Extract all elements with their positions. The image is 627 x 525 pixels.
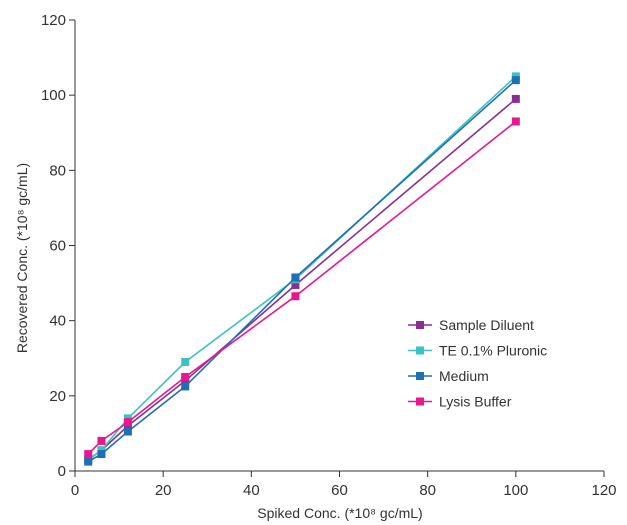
data-point-medium bbox=[84, 457, 93, 466]
y-tick-label: 100 bbox=[41, 87, 66, 104]
y-tick-label: 60 bbox=[49, 238, 66, 255]
data-point-medium bbox=[123, 427, 132, 436]
data-point-te-0-1-pluronic bbox=[181, 358, 190, 367]
y-tick-label: 80 bbox=[49, 162, 66, 179]
y-tick-label: 0 bbox=[58, 463, 66, 480]
data-point-lysis-buffer bbox=[84, 450, 93, 459]
x-tick-label: 100 bbox=[503, 482, 528, 499]
y-tick-label: 40 bbox=[49, 313, 66, 330]
y-tick-label: 20 bbox=[49, 388, 66, 405]
axes: 0 20 40 60 80 100 120 0 20 40 60 80 100 120 bbox=[41, 12, 617, 499]
legend-marker-medium bbox=[416, 372, 424, 380]
x-axis-title: Spiked Conc. (*10⁸ gc/mL) bbox=[257, 505, 422, 521]
legend-marker-lysis-buffer bbox=[416, 397, 424, 406]
legend-marker-sample-diluent bbox=[416, 321, 424, 329]
legend: Sample Diluent TE 0.1% Pluronic Medium Lysi… bbox=[408, 317, 547, 410]
data-point-medium bbox=[511, 76, 520, 85]
y-axis-title: Recovered Conc. (*10⁸ gc/mL) bbox=[14, 163, 30, 353]
data-point-sample-diluent bbox=[291, 280, 300, 289]
data-point-lysis-buffer bbox=[181, 373, 190, 382]
data-point-lysis-buffer bbox=[97, 436, 106, 445]
data-point-medium bbox=[291, 273, 300, 282]
data-point-medium bbox=[97, 450, 106, 459]
legend-marker-te-0-1-pluronic bbox=[416, 346, 424, 355]
data-point-lysis-buffer bbox=[511, 117, 520, 126]
data-point-sample-diluent bbox=[511, 94, 520, 103]
legend-label-te-0-1-pluronic: TE 0.1% Pluronic bbox=[439, 343, 547, 359]
legend-label-lysis-buffer: Lysis Buffer bbox=[439, 394, 512, 410]
x-tick-label: 80 bbox=[419, 482, 436, 499]
legend-label-medium: Medium bbox=[439, 368, 489, 384]
legend-label-sample-diluent: Sample Diluent bbox=[439, 317, 534, 333]
series-group bbox=[84, 72, 520, 466]
data-point-medium bbox=[181, 382, 190, 391]
data-point-lysis-buffer bbox=[291, 292, 300, 301]
x-tick-label: 60 bbox=[331, 482, 348, 499]
x-tick-label: 40 bbox=[243, 482, 260, 499]
data-point-lysis-buffer bbox=[123, 418, 132, 427]
y-tick-label: 120 bbox=[41, 12, 66, 29]
x-tick-label: 120 bbox=[591, 482, 616, 499]
x-tick-label: 20 bbox=[155, 482, 172, 499]
x-tick-label: 0 bbox=[71, 482, 79, 499]
